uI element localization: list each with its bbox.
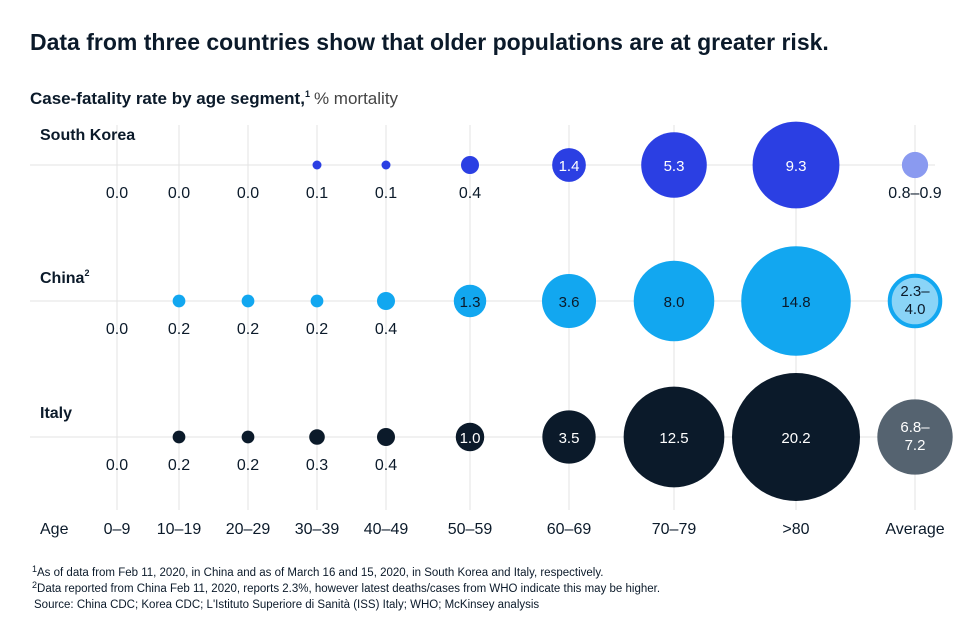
footnote-marker: 2 [84,268,89,278]
series-name: China2 [40,268,89,287]
x-tick-label: 50–59 [448,521,493,538]
x-tick-label: >80 [782,521,809,538]
x-axis-label: Age [40,521,69,538]
bubble [542,410,596,464]
data-label: 14.8 [781,294,810,311]
bubble [641,132,707,198]
data-label: 0.1 [375,185,397,202]
footnote-marker: 1 [305,89,310,99]
bubble [741,246,851,356]
data-label: 1.3 [460,294,481,311]
data-label: 0.4 [459,185,481,202]
bubble [172,430,186,444]
average-label: 0.8–0.9 [888,185,941,202]
series-name-text: Italy [40,405,72,422]
footnote-text: Data reported from China Feb 11, 2020, r… [37,583,660,595]
bubble [552,148,586,182]
series-name: South Korea [40,127,135,144]
data-label: 12.5 [659,430,688,447]
data-label: 5.3 [664,158,685,175]
subtitle-text: Case-fatality rate by age segment, [30,89,305,108]
footnote-marker: 2 [32,580,37,590]
bubble [241,430,255,444]
bubble [455,422,485,452]
average-label-part: 7.2 [905,437,926,454]
data-label: 0.0 [237,185,259,202]
data-label: 0.0 [106,185,128,202]
bubble [241,294,255,308]
average-bubble [877,399,953,475]
average-label-part: 4.0 [905,301,926,318]
x-tick-label: 60–69 [547,521,592,538]
bubble [633,260,715,342]
data-label: 3.5 [559,430,580,447]
x-tick-label: 20–29 [226,521,271,538]
x-tick-label: 40–49 [364,521,409,538]
x-tick-label: 0–9 [104,521,131,538]
data-label: 20.2 [781,430,810,447]
bubble [623,386,725,488]
bubble [309,429,325,445]
data-label: 0.3 [306,457,328,474]
average-label: 2.3– 4.0 [900,283,930,318]
data-label: 1.0 [460,430,481,447]
x-tick-label: 10–19 [157,521,202,538]
bubble [376,291,396,311]
series-name-text: China [40,270,85,287]
bubble [453,284,487,318]
bubble [172,294,186,308]
bubble [731,372,861,502]
data-label: 0.0 [168,185,190,202]
data-label: 0.4 [375,457,397,474]
bubble [312,160,322,170]
footnote: 1As of data from Feb 11, 2020, in China … [32,564,603,579]
bubble [460,155,480,175]
data-label: 0.2 [168,457,190,474]
unit: % mortality [314,89,399,108]
data-label: 0.1 [306,185,328,202]
data-label: 0.2 [306,321,328,338]
average-label: 6.8– 7.2 [900,419,930,454]
bubble [752,121,840,209]
series-name: Italy [40,405,72,422]
subtitle: Case-fatality rate by age segment,1 % mor… [30,89,399,108]
data-label: 0.4 [375,321,397,338]
data-label: 0.2 [237,457,259,474]
x-tick-label: 30–39 [295,521,340,538]
bubble [381,160,391,170]
average-bubble [887,273,943,329]
x-tick-label: 70–79 [652,521,697,538]
data-label: 0.0 [106,457,128,474]
data-label: 3.6 [559,294,580,311]
data-label: 9.3 [786,158,807,175]
bubble [310,294,324,308]
data-label: 0.2 [237,321,259,338]
data-label: 0.2 [168,321,190,338]
chart-title: Data from three countries show that olde… [30,29,829,55]
footnote-text: As of data from Feb 11, 2020, in China a… [37,567,603,579]
footnote-marker: 1 [32,564,37,574]
data-label: 8.0 [664,294,685,311]
average-label-part: 2.3– [900,283,930,300]
bubble [541,273,597,329]
series-name-text: South Korea [40,127,135,144]
data-label: 0.0 [106,321,128,338]
footnote: 2Data reported from China Feb 11, 2020, … [32,580,660,595]
bubble [376,427,396,447]
x-tick-label: Average [885,521,944,538]
source: Source: China CDC; Korea CDC; L'Istituto… [34,599,539,611]
average-label-part: 6.8– [900,419,930,436]
data-label: 1.4 [559,158,580,175]
average-bubble [901,151,929,179]
